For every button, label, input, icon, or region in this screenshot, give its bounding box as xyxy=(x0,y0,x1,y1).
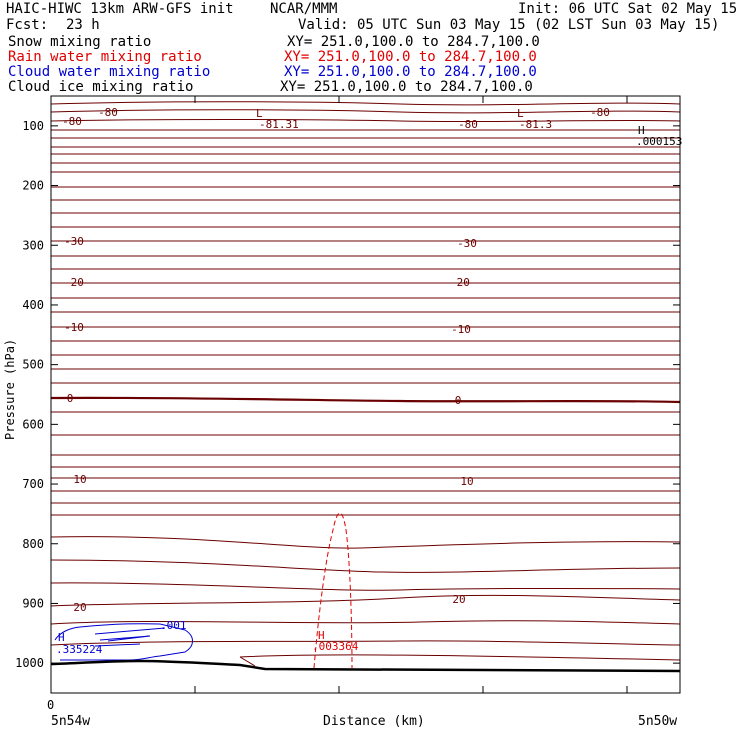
valid-time: Valid: 05 UTC Sun 03 May 15 (02 LST Sun … xyxy=(298,17,720,33)
y-tick-label: 700 xyxy=(22,477,44,491)
y-tick-label: 500 xyxy=(22,358,44,372)
field-cloudice-xy: XY= 251.0,100.0 to 284.7,100.0 xyxy=(280,79,533,95)
temp-contour-line xyxy=(50,559,681,573)
temp-contour-zero xyxy=(50,396,681,404)
temp-contour-line xyxy=(50,101,681,106)
y-tick-label: 1000 xyxy=(15,656,44,670)
cloud-water-high-marker: H xyxy=(58,631,65,644)
contour-label: 10 xyxy=(460,475,473,488)
contour-label: 10 xyxy=(73,473,86,486)
x-right-label: 5n50w xyxy=(638,714,677,729)
org-label: NCAR/MMM xyxy=(270,1,338,17)
high-marker: H xyxy=(638,124,645,137)
contour-label: 0 xyxy=(455,394,462,407)
y-tick-label: 900 xyxy=(22,596,44,610)
high-value: .000153 xyxy=(636,135,682,148)
contour-label: -10 xyxy=(451,323,471,336)
contour-label: -80 xyxy=(590,106,610,119)
field-cloudice-name: Cloud ice mixing ratio xyxy=(8,79,194,95)
cloud-water-contour xyxy=(54,623,193,661)
rain-high-marker: H xyxy=(318,629,325,642)
field-rain-name: Rain water mixing ratio xyxy=(8,49,202,65)
y-tick-label: 300 xyxy=(22,238,44,252)
low-marker: L xyxy=(256,107,263,120)
temp-contour-line xyxy=(50,640,681,646)
contour-label: 20 xyxy=(73,601,86,614)
field-cloudwater-xy: XY= 251.0,100.0 to 284.7,100.0 xyxy=(284,64,537,80)
y-tick-label: 800 xyxy=(22,537,44,551)
low-marker: L xyxy=(517,107,524,120)
contour-label: -80 xyxy=(458,118,478,131)
contour-label: -20 xyxy=(64,276,84,289)
forecast-label: Fcst: xyxy=(6,17,49,33)
x-axis xyxy=(194,96,628,693)
contour-label: -30 xyxy=(457,237,477,250)
low-value: -81.3 xyxy=(519,118,552,131)
x-zero-tick-label: 0 xyxy=(47,698,54,712)
y-tick-label: 600 xyxy=(22,417,44,431)
temperature-contours xyxy=(50,101,681,667)
field-rain-xy: XY= 251.0,100.0 to 284.7,100.0 xyxy=(284,49,537,65)
temperature-contour-labels: -80 -80 -80 -80 -30 -30 -20 -20 -10 -10 … xyxy=(62,106,610,614)
contour-label: -80 xyxy=(98,106,118,119)
rain-high-value: .003364 xyxy=(312,640,359,653)
field-snow-name: Snow mixing ratio xyxy=(8,34,152,50)
temp-contour-line xyxy=(50,620,681,625)
terrain-line xyxy=(50,659,681,673)
x-left-label: 5n54w xyxy=(51,714,90,729)
temp-contour-20 xyxy=(50,594,681,607)
temp-contour-line xyxy=(50,536,681,549)
plot-frame xyxy=(50,95,681,694)
x-axis-title: Distance (km) xyxy=(323,714,425,729)
init-time: Init: 06 UTC Sat 02 May 15 xyxy=(518,1,738,17)
temp-contour-line xyxy=(50,109,681,114)
contour-label: -30 xyxy=(64,235,84,248)
temperature-extrema: L -81.31 L -81.3 xyxy=(256,107,552,131)
contour-label: 20 xyxy=(452,593,465,606)
y-axis-title: Pressure (hPa) xyxy=(3,339,17,440)
contour-label: -10 xyxy=(64,321,84,334)
forecast-hour: 23 h xyxy=(66,17,100,33)
contour-label: 0 xyxy=(67,392,74,405)
model-title: HAIC-HIWC 13km ARW-GFS init xyxy=(6,1,234,17)
field-cloudwater-name: Cloud water mixing ratio xyxy=(8,64,211,80)
cloud-water-contour-label: .001 xyxy=(160,619,187,632)
y-tick-label: 400 xyxy=(22,298,44,312)
temp-contour-minus80 xyxy=(50,119,681,123)
y-tick-label: 100 xyxy=(22,119,44,133)
y-tick-label: 200 xyxy=(22,179,44,193)
low-value: -81.31 xyxy=(259,118,299,131)
field-snow-xy: XY= 251.0,100.0 to 284.7,100.0 xyxy=(287,34,540,50)
temp-contour-line xyxy=(50,582,681,591)
rain-water-contour: H .003364 xyxy=(312,512,359,669)
temp-contour-line xyxy=(239,654,681,667)
contour-label: -20 xyxy=(450,276,470,289)
contour-label: -80 xyxy=(62,115,82,128)
cloud-water-high-value: .335224 xyxy=(56,643,103,656)
